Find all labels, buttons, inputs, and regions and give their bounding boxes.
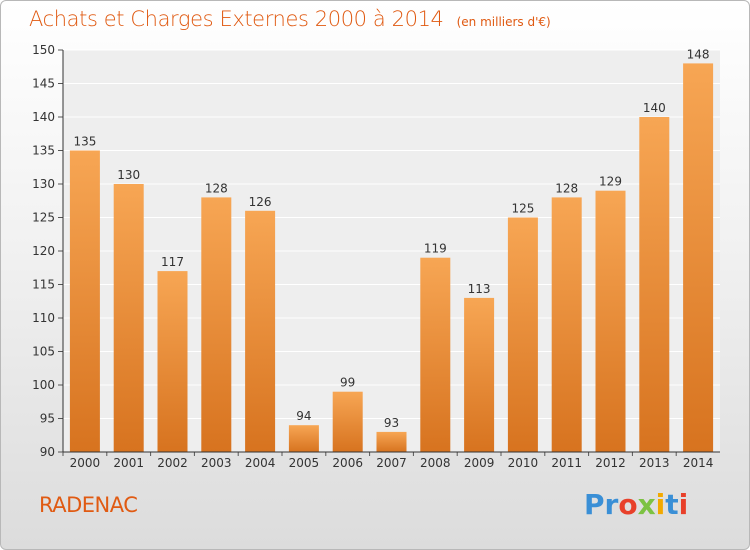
logo-letter: r <box>604 488 619 521</box>
x-tick-label: 2004 <box>245 456 276 470</box>
y-tick-label: 95 <box>40 412 55 426</box>
logo-letter: P <box>584 488 605 521</box>
bars: 135 130 117 128 126 94 99 93 119 113 125 128 129 140 1… <box>69 47 714 453</box>
x-tick-label: 2000 <box>70 456 101 470</box>
data-label: 129 <box>599 175 622 189</box>
data-label: 135 <box>73 135 96 149</box>
y-tick-label: 90 <box>40 445 55 459</box>
y-tick-label: 125 <box>32 211 55 225</box>
x-tick-label: 2014 <box>683 456 714 470</box>
axes: 90 95 100 105 110 115 120 125 130 135 140 145 150 200… <box>32 43 720 470</box>
x-tick-label: 2008 <box>420 456 451 470</box>
bar <box>639 117 670 452</box>
x-tick-label: 2001 <box>113 456 144 470</box>
y-tick-label: 100 <box>32 378 55 392</box>
x-tick-label: 2011 <box>551 456 582 470</box>
data-label: 119 <box>424 242 447 256</box>
data-label: 99 <box>340 376 355 390</box>
x-tick-label: 2006 <box>332 456 363 470</box>
y-tick-label: 115 <box>32 278 55 292</box>
x-tick-label: 2005 <box>289 456 320 470</box>
x-tick-label: 2007 <box>376 456 407 470</box>
bar <box>288 425 319 452</box>
proxiti-logo[interactable]: Proxiti <box>584 488 688 521</box>
data-label: 113 <box>468 282 491 296</box>
bar <box>420 257 451 452</box>
bar <box>507 217 538 452</box>
data-label: 128 <box>555 181 578 195</box>
bar <box>683 63 714 453</box>
bar <box>464 297 495 452</box>
x-tick-label: 2009 <box>464 456 495 470</box>
y-tick-label: 150 <box>32 43 55 57</box>
logo-letter: i <box>655 488 666 521</box>
bar <box>376 431 407 452</box>
y-tick-label: 135 <box>32 144 55 158</box>
bar <box>201 197 232 452</box>
y-tick-label: 140 <box>32 110 55 124</box>
chart-title: Achats et Charges Externes 2000 à 2014 <box>29 7 444 31</box>
bar <box>113 184 144 452</box>
bar <box>69 150 100 452</box>
bar <box>157 271 188 452</box>
data-label: 126 <box>249 195 272 209</box>
logo-letter: o <box>618 488 638 521</box>
data-label: 130 <box>117 168 140 182</box>
bar <box>332 391 363 452</box>
bar <box>245 210 276 452</box>
data-label: 148 <box>687 47 710 61</box>
y-tick-label: 120 <box>32 244 55 258</box>
data-label: 117 <box>161 255 184 269</box>
logo-letter: x <box>637 488 656 521</box>
data-label: 94 <box>296 409 311 423</box>
bar <box>595 190 626 452</box>
x-tick-label: 2002 <box>157 456 188 470</box>
bar <box>551 197 582 452</box>
y-tick-label: 130 <box>32 177 55 191</box>
logo-letter: t <box>665 488 679 521</box>
x-tick-label: 2012 <box>595 456 626 470</box>
y-tick-label: 145 <box>32 77 55 91</box>
data-label: 93 <box>384 416 399 430</box>
y-tick-label: 110 <box>32 311 55 325</box>
chart-header: Achats et Charges Externes 2000 à 2014 (… <box>29 7 551 31</box>
y-tick-label: 105 <box>32 345 55 359</box>
data-label: 125 <box>511 202 534 216</box>
x-tick-label: 2013 <box>639 456 670 470</box>
chart-unit: (en milliers d'€) <box>456 15 551 29</box>
town-name: RADENAC <box>39 493 138 517</box>
logo-letter: i <box>678 488 689 521</box>
data-label: 128 <box>205 181 228 195</box>
x-tick-label: 2003 <box>201 456 232 470</box>
data-label: 140 <box>643 101 666 115</box>
x-tick-label: 2010 <box>508 456 539 470</box>
